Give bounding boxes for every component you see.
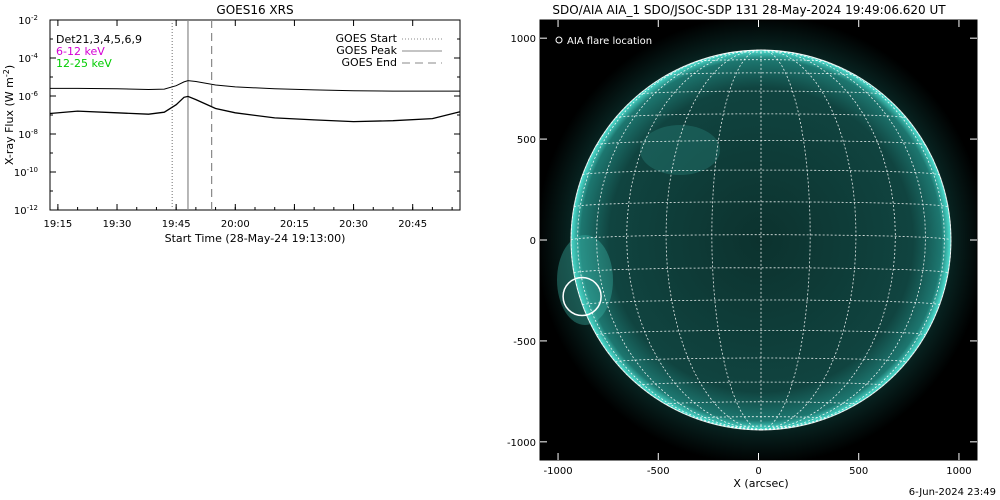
longitude-line <box>760 49 945 431</box>
aia-image-plot: SDO/AIA AIA_1 SDO/JSOC-SDP 131 28-May-20… <box>507 3 978 490</box>
latitude-line <box>638 381 884 386</box>
goes-y-axis: 10-2 10-4 10-6 10-8 10-10 10-12 <box>14 14 460 217</box>
aia-y-axis: 1000 500 0 -500 -1000 <box>507 34 977 449</box>
limb-outline <box>570 49 952 431</box>
longitude-line <box>596 49 762 431</box>
y-tick-label: 10-10 <box>14 166 38 179</box>
y-tick-label: 10-6 <box>18 90 38 103</box>
longitude-line <box>760 49 896 431</box>
x-tick-label: 19:15 <box>43 219 72 230</box>
x-tick-label: 19:45 <box>162 219 191 230</box>
y-tick-label: 10-8 <box>18 128 38 141</box>
goes-event-markers <box>171 20 213 210</box>
goes-legend: GOES Start GOES Peak GOES End <box>336 32 442 69</box>
goes-x-axis: 19:15 19:30 19:45 20:00 20:15 20:30 20:45 <box>43 20 453 230</box>
goes-ylabel: X-ray Flux (W m-2) <box>2 65 16 165</box>
aia-y-tick-label: 500 <box>517 135 536 146</box>
latitude-line <box>695 59 827 62</box>
heliographic-grid <box>570 49 952 431</box>
y-tick-label: 10-2 <box>18 14 38 27</box>
longitude-line <box>760 49 811 431</box>
latitude-line <box>596 329 926 336</box>
footer-timestamp: 6-Jun-2024 23:49 <box>908 487 996 498</box>
aia-x-axis: -1000 -500 0 500 1000 <box>544 20 972 477</box>
flare-location-marker <box>562 276 602 317</box>
longitude-line <box>665 49 762 431</box>
aia-x-tick-label: 500 <box>849 466 868 477</box>
legend-goes-end: GOES End <box>341 56 397 69</box>
x-tick-label: 20:45 <box>398 219 427 230</box>
series-line-6-12kev <box>50 80 460 92</box>
longitude-line <box>760 49 857 431</box>
active-region-e <box>557 235 613 325</box>
legend-circle-icon <box>555 36 563 44</box>
latitude-line <box>665 72 857 76</box>
active-region-ne <box>640 125 720 175</box>
latitude-line <box>615 357 907 363</box>
band-label-6-12kev: 6-12 keV <box>56 45 105 58</box>
goes-det-label: Det21,3,4,5,6,9 <box>56 33 142 46</box>
longitude-line <box>711 49 762 431</box>
legend-goes-peak: GOES Peak <box>336 44 397 57</box>
x-tick-label: 20:30 <box>339 219 368 230</box>
band-label-12-25kev: 12-25 keV <box>56 57 112 70</box>
y-tick-label: 10-12 <box>14 204 38 217</box>
aia-title: SDO/AIA AIA_1 SDO/JSOC-SDP 131 28-May-20… <box>552 3 946 17</box>
x-tick-label: 19:30 <box>103 219 132 230</box>
goes-xlabel: Start Time (28-May-24 19:13:00) <box>165 232 346 245</box>
aia-x-tick-label: 1000 <box>946 466 971 477</box>
latitude-line <box>573 267 949 274</box>
aia-x-tick-label: -500 <box>647 466 670 477</box>
latitude-line <box>665 401 857 405</box>
aia-y-tick-label: -500 <box>513 337 536 348</box>
legend-goes-start: GOES Start <box>336 32 398 45</box>
goes-series <box>49 80 461 123</box>
longitude-line <box>626 49 762 431</box>
longitude-line <box>577 49 762 431</box>
aia-xlabel: X (arcsec) <box>733 477 788 490</box>
aia-x-tick-label: -1000 <box>544 466 573 477</box>
series-line-12-25kev <box>49 95 461 123</box>
goes-xrs-plot: GOES16 XRS 10-2 10-4 10-6 10-8 10-10 10-12 19… <box>2 3 461 245</box>
aia-y-tick-label: -1000 <box>507 438 536 449</box>
aia-y-tick-label: 1000 <box>511 34 536 45</box>
goes-title: GOES16 XRS <box>216 3 293 17</box>
longitude-line <box>760 49 926 431</box>
y-tick-label: 10-4 <box>18 52 38 65</box>
x-tick-label: 20:00 <box>221 219 250 230</box>
x-tick-label: 20:15 <box>280 219 309 230</box>
aia-y-tick-label: 0 <box>530 236 536 247</box>
aia-x-tick-label: 0 <box>755 466 761 477</box>
aia-legend: AIA flare location <box>567 36 652 47</box>
